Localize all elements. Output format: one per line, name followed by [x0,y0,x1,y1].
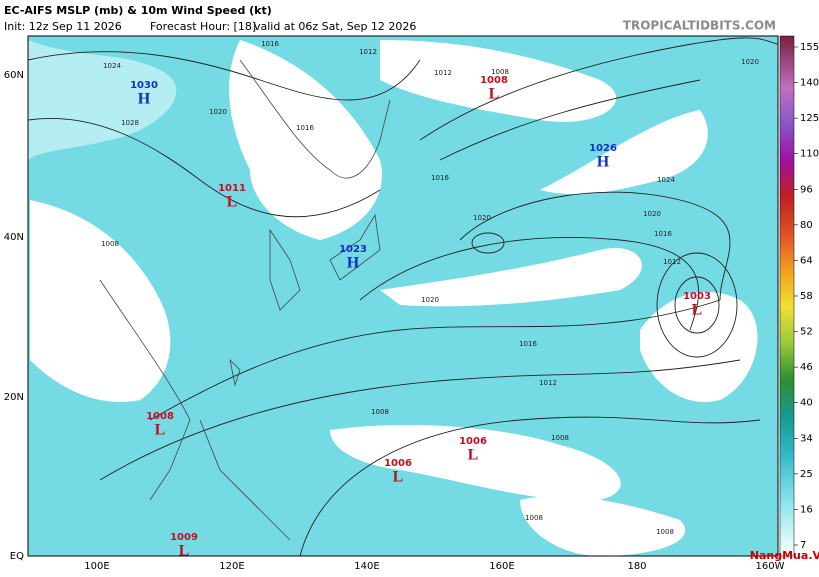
center-value: 1023 [339,244,367,255]
colorbar [779,35,795,557]
center-value: 1006 [384,458,412,469]
center-value: 1030 [130,80,158,91]
isobar-label: 1020 [421,296,439,304]
center-value: 1026 [589,143,617,154]
colorbar-label: 46 [800,362,813,373]
isobar-label: 1016 [431,174,449,182]
lon-label: 100E [84,561,109,572]
lat-label: 60N [4,70,24,81]
isobar-label: 1020 [209,108,227,116]
lon-label: 160W [756,561,785,572]
isobar-label: 1016 [654,230,672,238]
lon-label: 180 [627,561,646,572]
valid-time: valid at 06z Sat, Sep 12 2026 [254,20,416,33]
lat-label: 20N [4,392,24,403]
center-value: 1009 [170,532,198,543]
isobar-label: 1020 [473,214,491,222]
center-letter: L [227,194,238,211]
isobar-label: 1016 [519,340,537,348]
site-name: TROPICALTIDBITS.COM [623,19,776,33]
isobar-label: 1012 [359,48,377,56]
colorbar-label: 96 [800,184,813,195]
title: EC-AIFS MSLP (mb) & 10m Wind Speed (kt) [4,4,272,17]
center-value: 1008 [146,411,174,422]
colorbar-label: 52 [800,327,813,338]
colorbar-label: 16 [800,504,813,515]
lon-label: 160E [489,561,514,572]
colorbar-label: 40 [800,398,813,409]
center-letter: H [347,255,360,272]
isobar-label: 1008 [656,528,674,536]
colorbar-label: 155 [800,42,819,53]
colorbar-label: 110 [800,149,819,160]
center-value: 1003 [683,291,711,302]
isobar-label: 1008 [551,434,569,442]
isobar-label: 1012 [539,379,557,387]
colorbar-label: 58 [800,291,813,302]
isobar-label: 1024 [657,176,675,184]
map-frame [27,35,779,557]
isobar-label: 1016 [296,124,314,132]
isobar-label: 1020 [643,210,661,218]
map: 1030H1011L1023H1008L1026H1003L1008L1006L… [28,36,778,560]
lon-label: 120E [219,561,244,572]
isobar-label: 1008 [525,514,543,522]
isobar-label: 1024 [103,62,121,70]
isobar-label: 1020 [741,58,759,66]
watermark: NangMua.VN [750,549,819,562]
lon-label: 140E [354,561,379,572]
colorbar-label: 64 [800,255,813,266]
center-letter: L [692,302,703,319]
isobar-label: 1012 [663,258,681,266]
center-letter: H [597,154,610,171]
center-letter: L [179,543,190,560]
isobar-label: 1028 [121,119,139,127]
colorbar-label: 125 [800,113,819,124]
center-letter: L [489,86,500,103]
center-letter: L [393,469,404,486]
lat-label: 40N [4,232,24,243]
center-letter: L [155,422,166,439]
colorbar-label: 7 [800,540,806,551]
forecast-hour: Forecast Hour: [18] [150,20,256,33]
isobar-label: 1008 [491,68,509,76]
colorbar-label: 140 [800,78,819,89]
colorbar-label: 34 [800,433,813,444]
center-value: 1011 [218,183,246,194]
lat-label: EQ [10,551,24,562]
colorbar-label: 80 [800,220,813,231]
center-value: 1006 [459,436,487,447]
init: Init: 12z Sep 11 2026 [4,20,122,33]
isobar-label: 1008 [371,408,389,416]
center-value: 1008 [480,75,508,86]
colorbar-label: 25 [800,469,813,480]
isobar-label: 1016 [261,40,279,48]
isobar-label: 1008 [101,240,119,248]
center-letter: L [468,447,479,464]
center-letter: H [138,91,151,108]
isobar-label: 1012 [434,69,452,77]
